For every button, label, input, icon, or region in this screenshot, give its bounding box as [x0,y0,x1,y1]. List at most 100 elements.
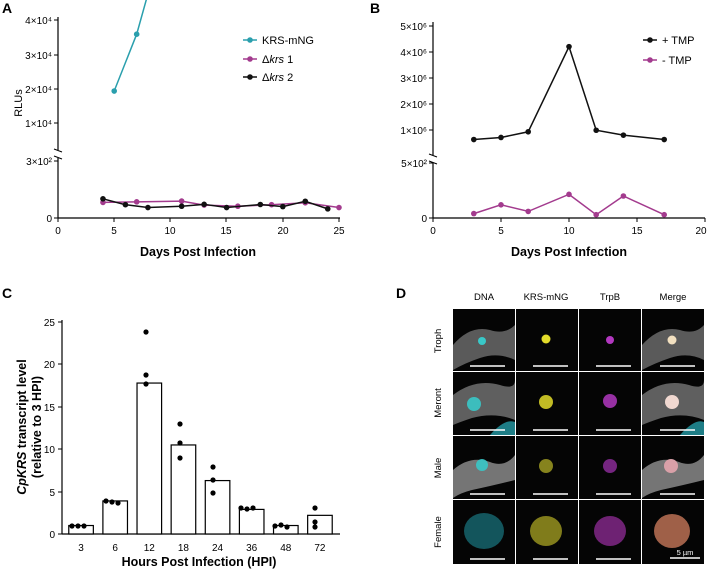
replicate-dot [210,490,216,496]
panel-a-ytick-label: 2×10⁴ [25,85,52,96]
micrograph-row-troph [453,309,704,371]
col-header-dna: DNA [474,292,495,303]
panel-a-xtick-label: 10 [164,226,176,237]
micrograph-row-meront [453,372,704,435]
panel-c-xtick-label: 24 [212,543,224,554]
row-label-meront: Meront [433,388,444,418]
bar [170,444,197,535]
panel-b-xticks: 0 5 10 15 20 [430,218,707,237]
panel-c-xtick-label: 3 [78,543,84,554]
panel-c-ylabel-gene: CpKRS [15,451,29,495]
panel-b-ytick-label: 5×10² [401,159,428,170]
panel-b-legend: + TMP - TMP [643,35,695,67]
replicate-dot [238,505,244,511]
replicate-dot [109,499,115,505]
legend-swatch-dot [647,57,653,63]
panel-b-label: B [370,0,380,16]
host-nucleus [680,421,704,435]
legend-item-krs-mng: KRS-mNG [262,35,314,47]
panel-b-xtick-label: 20 [695,226,707,237]
panel-c-replicate-dots [69,329,318,530]
replicate-dot [69,523,75,529]
panel-a-xlabel: Days Post Infection [140,245,256,259]
row-label-troph: Troph [433,329,444,353]
bar [307,514,333,535]
panel-c-xtick-label: 48 [280,543,292,554]
replicate-dot [210,477,216,483]
panel-b-xtick-label: 5 [498,226,504,237]
panel-a-legend: KRS-mNG Δkrs 1 Δkrs 2 [243,35,314,84]
data-point [133,31,140,38]
trpb-signal [603,459,617,473]
row-label-female: Female [433,516,444,548]
bar [204,479,231,535]
panel-c-ylabel-rest: transcript level [15,359,29,451]
replicate-dot [75,523,81,529]
bar [136,382,163,535]
legend-item-dkrs1: Δkrs 1 [262,54,293,66]
panel-b-ytick-label: 4×10⁶ [400,48,427,59]
series-line-1 [473,44,665,141]
data-point [280,203,286,210]
merge-signal [665,395,679,409]
panel-c-ytick-label: 20 [44,360,56,371]
scale-bar-label: 5 µm [677,548,694,557]
panel-a-ytick-label: 3×10⁴ [25,51,52,62]
trpb-signal [603,394,617,408]
panel-a-ytick-label: 1×10⁴ [25,119,52,130]
legend-suffix: 1 [284,54,293,66]
host-cell-shape [453,380,515,425]
micrograph-row-female: 5 µm [453,500,704,564]
panel-a-xtick-label: 20 [277,226,289,237]
panel-c-xlabel: Hours Post Infection (HPI) [122,555,277,569]
replicate-dot [143,372,149,378]
panel-b-ytick-label: 0 [421,214,427,225]
dna-signal [476,459,488,471]
row-label-male: Male [433,458,444,479]
replicate-dot [81,523,87,529]
panel-d: D DNA KRS-mNG TrpB Merge Troph Meront Ma… [396,285,704,564]
legend-swatch-dot [247,56,253,62]
panel-a-xtick-label: 15 [220,226,232,237]
panel-a-series [100,0,342,212]
replicate-dot [177,421,183,427]
panel-a-axis-break [53,155,63,160]
replicate-dot [272,523,278,529]
replicate-dot [115,500,121,506]
legend-delta: Δ [262,54,270,66]
data-point [620,132,627,138]
panel-c-xtick-label: 18 [178,543,190,554]
panel-c-ytick-label: 5 [49,488,55,499]
data-point [145,204,151,211]
series-line-3 [102,198,329,210]
replicate-dot [312,505,318,511]
panel-a: A RLUs 4×10⁴ 3×10⁴ 2×10⁴ 1×10⁴ 3×10² 0 0… [2,0,345,259]
panel-b-xlabel: Days Post Infection [511,245,627,259]
panel-b-series [471,43,667,218]
replicate-dot [103,498,109,504]
legend-item-plus-tmp: + TMP [662,35,695,47]
legend-delta: Δ [262,72,270,84]
legend-suffix: 2 [284,72,293,84]
bar [238,508,265,535]
data-point [178,198,185,204]
krs-signal [541,334,551,344]
col-header-trpb: TrpB [600,292,620,303]
legend-item-dkrs2: Δkrs 2 [262,72,293,84]
replicate-dot [210,464,216,470]
replicate-dot [244,506,250,512]
series-line-1 [113,0,148,92]
panel-a-xtick-label: 25 [333,226,345,237]
legend-gene: krs [269,72,284,84]
data-point [498,134,504,141]
panel-a-axis-break [53,148,63,153]
replicate-dot [278,522,284,528]
micrograph-row-male [453,436,704,499]
panel-c-xtick-label: 36 [246,543,258,554]
legend-gene: krs [269,54,284,66]
data-point [661,211,667,218]
data-point [100,196,106,202]
data-point [302,198,309,205]
panel-c-ytick-label: 10 [44,445,56,456]
panel-b-xtick-label: 10 [563,226,575,237]
